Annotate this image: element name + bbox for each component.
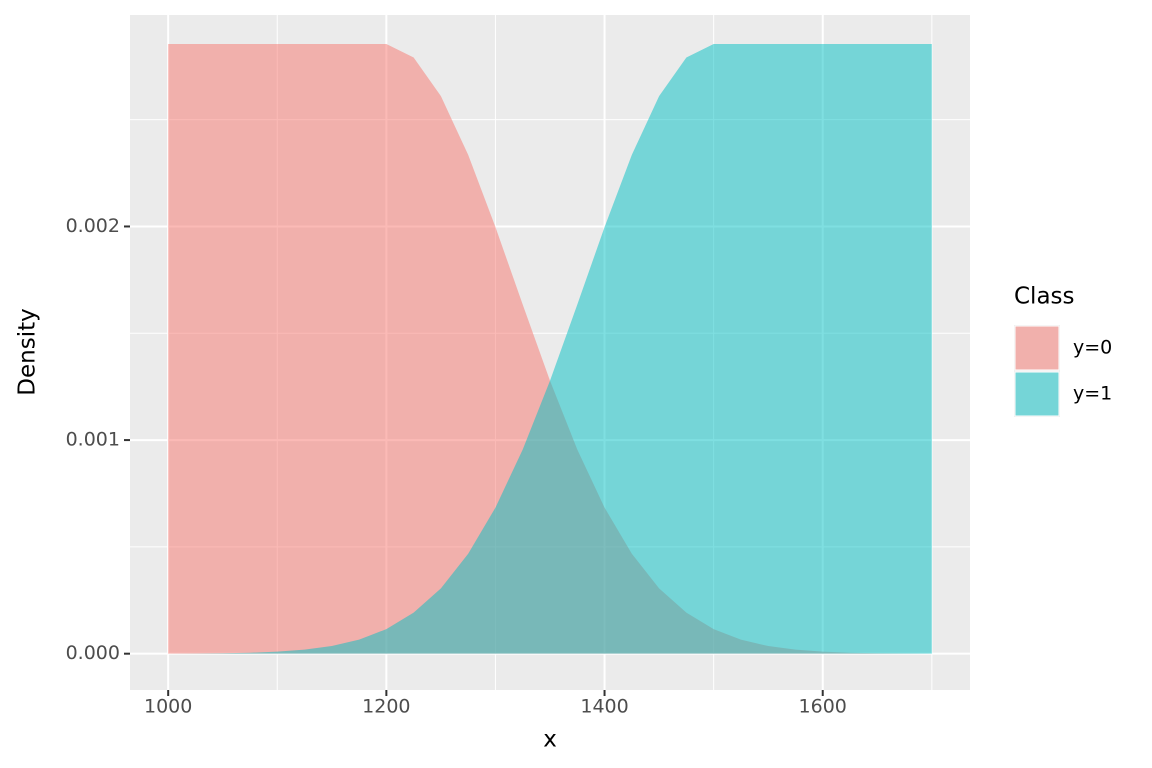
x-tick-label: 1200 [362,696,410,718]
density-area [168,44,932,654]
density-area [168,44,932,654]
y-tick-label: 0.001 [66,429,120,451]
legend-label: y=1 [1073,383,1112,405]
x-tick-label: 1400 [580,696,628,718]
x-tick-label: 1000 [144,696,192,718]
legend-title: Class [1014,284,1075,310]
legend-key [1014,325,1060,371]
legend-key [1014,371,1060,417]
x-tick-label: 1600 [799,696,847,718]
y-axis-title: Density [15,308,41,395]
x-axis-title: x [543,727,557,753]
legend-label: y=0 [1073,337,1112,359]
y-tick-label: 0.002 [66,215,120,237]
y-tick-label: 0.000 [66,642,120,664]
